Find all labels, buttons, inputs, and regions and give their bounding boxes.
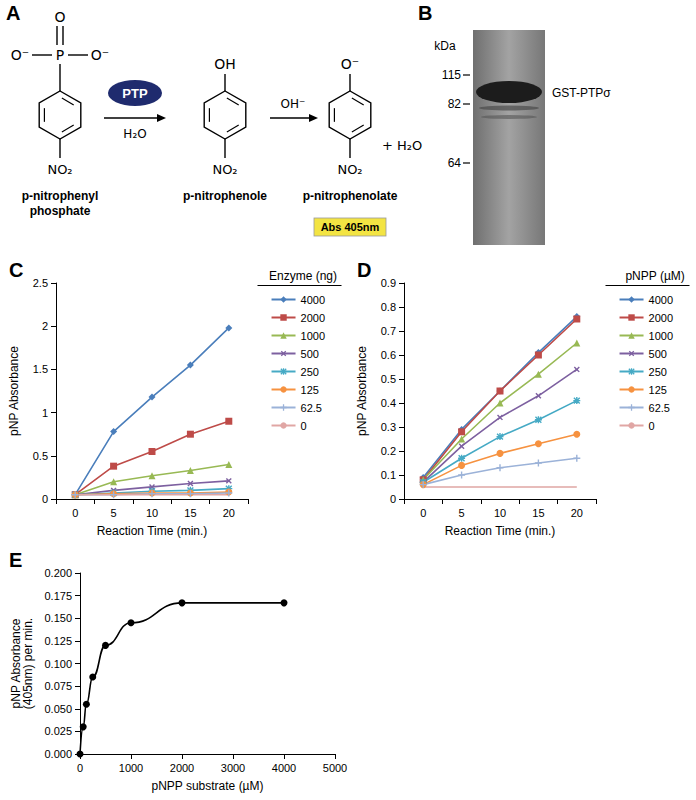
svg-text:5: 5 <box>459 507 465 519</box>
svg-text:20: 20 <box>223 507 235 519</box>
svg-text:500: 500 <box>649 348 667 360</box>
svg-text:pNP Absorbance: pNP Absorbance <box>8 618 23 709</box>
svg-text:2.5: 2.5 <box>33 277 48 289</box>
svg-text:0: 0 <box>42 493 48 505</box>
svg-text:O: O <box>54 9 65 25</box>
svg-text:1: 1 <box>42 407 48 419</box>
svg-text:10: 10 <box>494 507 506 519</box>
svg-text:62.5: 62.5 <box>649 402 670 414</box>
svg-text:2000: 2000 <box>301 312 325 324</box>
svg-text:250: 250 <box>301 366 319 378</box>
svg-text:pNP Absorbance: pNP Absorbance <box>355 346 369 436</box>
svg-text:E: E <box>9 549 22 571</box>
svg-text:0.5: 0.5 <box>381 373 396 385</box>
svg-text:125: 125 <box>649 384 667 396</box>
svg-text:2: 2 <box>42 320 48 332</box>
svg-text:15: 15 <box>532 507 544 519</box>
svg-text:H₂O: H₂O <box>123 127 146 141</box>
svg-text:15: 15 <box>184 507 196 519</box>
svg-text:1.5: 1.5 <box>33 363 48 375</box>
svg-text:phosphate: phosphate <box>30 204 91 218</box>
svg-text:5000: 5000 <box>323 762 347 774</box>
svg-text:0: 0 <box>390 493 396 505</box>
svg-text:500: 500 <box>301 348 319 360</box>
svg-text:0: 0 <box>420 507 426 519</box>
svg-text:p-nitrophenolate: p-nitrophenolate <box>303 189 398 203</box>
svg-text:0.200: 0.200 <box>44 567 72 579</box>
svg-text:(405nm) per min.: (405nm) per min. <box>21 618 35 709</box>
svg-text:pNPP (µM): pNPP (µM) <box>625 269 684 283</box>
svg-text:pNP Absorbance: pNP Absorbance <box>7 346 21 436</box>
svg-text:OH⁻: OH⁻ <box>281 97 306 111</box>
svg-text:1000: 1000 <box>119 762 143 774</box>
svg-text:D: D <box>357 259 371 281</box>
svg-text:0.175: 0.175 <box>44 590 72 602</box>
svg-text:0.125: 0.125 <box>44 635 72 647</box>
svg-text:Reaction Time (min.): Reaction Time (min.) <box>445 524 556 538</box>
svg-text:O⁻: O⁻ <box>341 56 359 72</box>
svg-text:0.5: 0.5 <box>33 450 48 462</box>
svg-text:82: 82 <box>448 97 462 111</box>
svg-text:5: 5 <box>111 507 117 519</box>
svg-text:0: 0 <box>301 420 307 432</box>
svg-text:0.4: 0.4 <box>381 397 396 409</box>
svg-text:20: 20 <box>571 507 583 519</box>
svg-text:0.100: 0.100 <box>44 658 72 670</box>
svg-text:P: P <box>56 47 64 63</box>
svg-text:1000: 1000 <box>649 330 673 342</box>
svg-text:+ H₂O: + H₂O <box>382 138 422 153</box>
svg-text:Abs 405nm: Abs 405nm <box>321 221 380 233</box>
svg-text:0.000: 0.000 <box>44 748 72 760</box>
svg-text:Reaction Time (min.): Reaction Time (min.) <box>97 524 208 538</box>
svg-text:pNPP substrate (µM): pNPP substrate (µM) <box>151 779 263 793</box>
svg-text:64: 64 <box>448 156 462 170</box>
svg-text:0.150: 0.150 <box>44 612 72 624</box>
svg-text:0.6: 0.6 <box>381 349 396 361</box>
svg-text:1000: 1000 <box>301 330 325 342</box>
svg-text:C: C <box>9 259 23 281</box>
svg-text:2000: 2000 <box>649 312 673 324</box>
svg-text:NO₂: NO₂ <box>212 162 237 177</box>
svg-text:NO₂: NO₂ <box>47 162 72 177</box>
svg-text:0.8: 0.8 <box>381 301 396 313</box>
svg-text:OH: OH <box>214 56 236 72</box>
svg-text:O⁻: O⁻ <box>91 47 109 63</box>
svg-text:A: A <box>6 2 20 24</box>
svg-text:115: 115 <box>442 68 461 82</box>
svg-text:p-nitrophenyl: p-nitrophenyl <box>22 189 99 203</box>
svg-text:0: 0 <box>77 762 83 774</box>
svg-text:125: 125 <box>301 384 319 396</box>
svg-text:PTP: PTP <box>122 86 148 101</box>
svg-text:0.9: 0.9 <box>381 277 396 289</box>
svg-text:3000: 3000 <box>221 762 245 774</box>
svg-text:GST-PTPσ: GST-PTPσ <box>552 86 611 100</box>
svg-text:0.7: 0.7 <box>381 325 396 337</box>
svg-text:4000: 4000 <box>649 294 673 306</box>
svg-text:0.050: 0.050 <box>44 703 72 715</box>
svg-text:250: 250 <box>649 366 667 378</box>
svg-text:10: 10 <box>146 507 158 519</box>
svg-text:2000: 2000 <box>170 762 194 774</box>
svg-text:NO₂: NO₂ <box>337 162 362 177</box>
svg-text:0.2: 0.2 <box>381 445 396 457</box>
svg-text:4000: 4000 <box>272 762 296 774</box>
svg-text:0.3: 0.3 <box>381 421 396 433</box>
svg-text:4000: 4000 <box>301 294 325 306</box>
svg-text:0.025: 0.025 <box>44 725 72 737</box>
svg-text:62.5: 62.5 <box>301 402 322 414</box>
svg-text:kDa: kDa <box>434 39 456 53</box>
svg-text:p-nitrophenole: p-nitrophenole <box>183 189 267 203</box>
svg-text:0: 0 <box>72 507 78 519</box>
svg-text:0.1: 0.1 <box>381 469 396 481</box>
svg-text:0.075: 0.075 <box>44 680 72 692</box>
svg-text:O⁻: O⁻ <box>11 47 29 63</box>
svg-text:Enzyme (ng): Enzyme (ng) <box>269 269 337 283</box>
svg-text:B: B <box>418 2 432 24</box>
svg-text:0: 0 <box>649 420 655 432</box>
